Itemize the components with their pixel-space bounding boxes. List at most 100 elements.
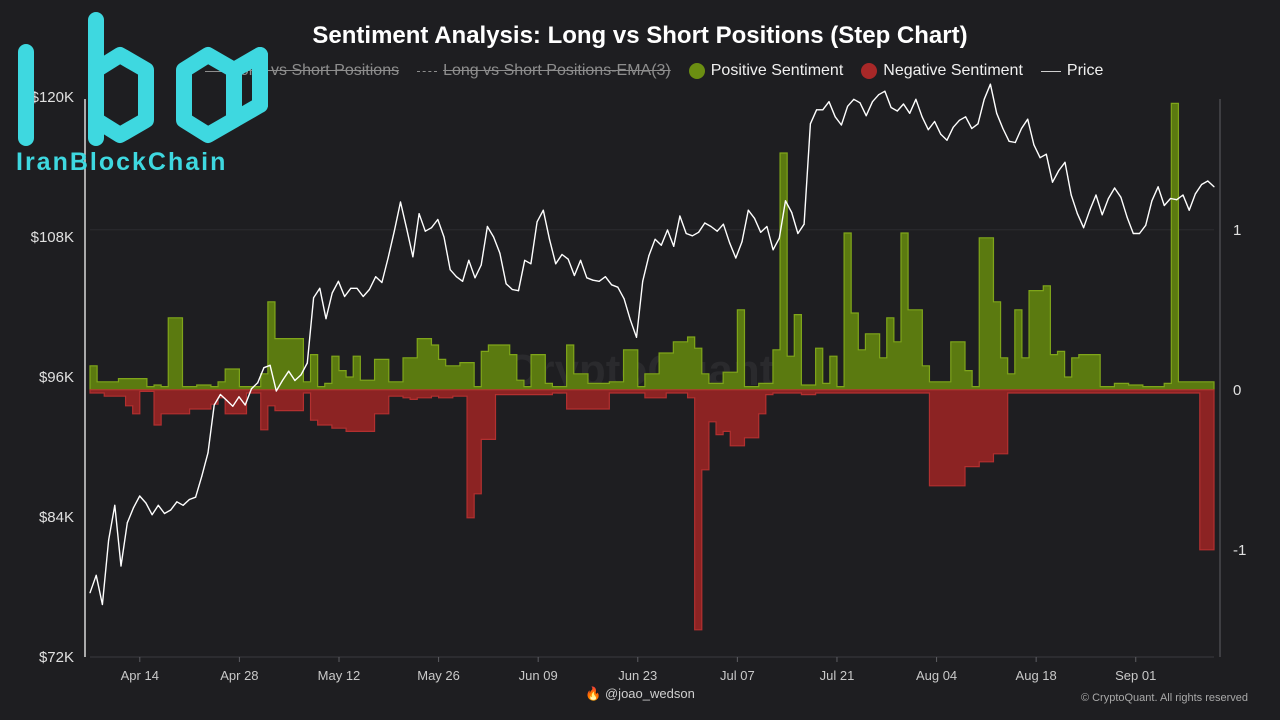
x-tick-label: Apr 28 xyxy=(220,668,258,683)
price-point xyxy=(418,213,420,215)
price-point xyxy=(1101,214,1103,216)
price-point xyxy=(1033,144,1035,146)
price-point xyxy=(834,116,836,118)
price-point xyxy=(176,501,178,503)
price-point xyxy=(108,539,110,541)
price-point xyxy=(784,200,787,202)
price-point xyxy=(486,225,488,228)
legend-label: Negative Sentiment xyxy=(883,62,1023,79)
price-point xyxy=(679,215,681,217)
price-point xyxy=(573,274,576,277)
price-point xyxy=(313,297,315,299)
price-point xyxy=(1201,183,1203,186)
price-point xyxy=(822,109,824,111)
price-point xyxy=(480,264,482,266)
price-point xyxy=(735,257,737,259)
price-point xyxy=(524,259,526,261)
price-point xyxy=(517,290,520,292)
price-point xyxy=(1114,187,1116,189)
negative-sentiment-area xyxy=(89,389,1215,631)
price-point xyxy=(561,253,563,256)
price-point xyxy=(95,574,97,576)
price-point xyxy=(493,236,495,238)
price-point xyxy=(182,504,184,506)
price-point xyxy=(462,280,464,282)
legend-item-price[interactable]: Price xyxy=(1040,62,1104,80)
price-point xyxy=(201,475,203,477)
price-point xyxy=(499,252,501,254)
legend-item-positive-sentiment[interactable]: Positive Sentiment xyxy=(688,62,843,80)
iranblockchain-logo: IranBlockChain xyxy=(16,12,268,176)
price-point xyxy=(598,280,600,282)
price-point xyxy=(1045,153,1047,155)
price-point xyxy=(921,116,923,118)
legend-item-negative-sentiment[interactable]: Negative Sentiment xyxy=(861,62,1023,80)
price-point xyxy=(449,269,451,271)
legend-label: Price xyxy=(1066,62,1104,79)
y-left-tick-label: $84K xyxy=(39,509,74,526)
price-point xyxy=(163,512,166,515)
x-tick-label: Jul 21 xyxy=(820,668,855,683)
price-point xyxy=(896,110,898,112)
legend-line-icon xyxy=(205,70,225,72)
price-point xyxy=(281,379,284,382)
price-point xyxy=(1213,186,1215,188)
y-axis-right-ticks: 1 0 -1 xyxy=(1233,222,1246,559)
price-point xyxy=(797,232,799,235)
price-point xyxy=(238,396,240,398)
price-point xyxy=(710,225,712,228)
price-point xyxy=(474,277,476,279)
price-point xyxy=(952,126,954,128)
price-point xyxy=(791,211,793,214)
x-tick-label: Sep 01 xyxy=(1115,668,1156,683)
logo-mark-icon xyxy=(18,12,268,146)
y-axis-left-ticks: $72K $84K $96K $108K $120K xyxy=(31,89,74,666)
legend-item-long-short[interactable]: Long vs Short Positions xyxy=(205,62,399,80)
author-handle: 🔥 @joao_wedson xyxy=(585,686,695,701)
price-point xyxy=(126,522,128,524)
price-point xyxy=(188,498,190,501)
price-point xyxy=(536,221,538,223)
price-point xyxy=(325,318,327,320)
x-tick-label: Apr 14 xyxy=(121,668,159,683)
price-point xyxy=(139,495,141,497)
price-point xyxy=(766,225,768,228)
price-point xyxy=(1014,141,1016,144)
legend-dot-icon xyxy=(861,63,878,79)
price-point xyxy=(294,379,296,382)
price-point xyxy=(1064,161,1066,163)
legend: Long vs Short Positions Long vs Short Po… xyxy=(205,62,1103,80)
price-point xyxy=(1169,197,1172,200)
price-point xyxy=(673,245,675,247)
logo-text: IranBlockChain xyxy=(16,148,227,176)
legend-label: Long vs Short Positions xyxy=(231,62,400,79)
price-point xyxy=(1194,193,1196,195)
price-point xyxy=(1002,127,1004,130)
price-point xyxy=(878,94,880,96)
price-point xyxy=(1076,213,1078,215)
price-point xyxy=(344,295,346,298)
legend-item-long-short-ema[interactable]: Long vs Short Positions-EMA(3) xyxy=(417,62,671,80)
price-point xyxy=(958,119,961,121)
price-line xyxy=(89,83,1215,606)
price-point xyxy=(853,98,855,100)
price-point xyxy=(207,452,209,454)
price-point xyxy=(288,370,290,372)
price-point xyxy=(1182,194,1184,196)
price-point xyxy=(567,258,569,260)
price-point xyxy=(989,83,992,85)
price-point xyxy=(816,109,818,111)
price-point xyxy=(1120,196,1122,198)
price-point xyxy=(1008,140,1010,142)
x-tick-label: Jun 23 xyxy=(618,668,657,683)
price-series xyxy=(89,83,1215,606)
price-point xyxy=(809,123,812,125)
price-point xyxy=(803,223,805,225)
price-point xyxy=(1083,227,1085,229)
y-left-tick-label: $96K xyxy=(39,369,74,386)
legend-dot-icon xyxy=(688,63,705,79)
y-right-tick-label: 1 xyxy=(1233,222,1241,239)
price-point xyxy=(555,263,557,265)
price-point xyxy=(884,90,886,92)
x-tick-label: Jul 07 xyxy=(720,668,755,683)
